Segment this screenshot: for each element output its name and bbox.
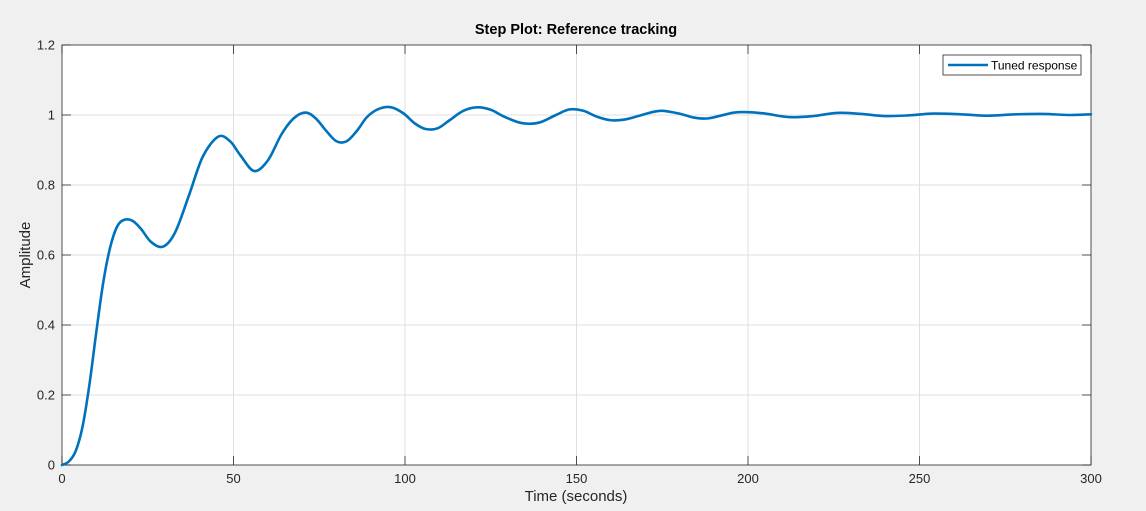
x-axis: 0 50 100 150 200 250 300 [58,45,1102,486]
y-tick-label: 1.2 [37,38,55,53]
legend-box [942,54,1082,76]
y-tick-label: 1 [48,108,55,123]
x-tick-label: 100 [394,471,416,486]
x-tick-label: 250 [909,471,931,486]
series-line-tuned-response [60,105,1093,467]
x-tick-label: 50 [226,471,240,486]
x-tick-label: 150 [566,471,588,486]
legend-entry-label: Tuned response [991,59,1078,73]
y-tick-label: 0.8 [37,178,55,193]
y-tick-label: 0.2 [37,388,55,403]
legend[interactable]: Tuned response [942,54,1082,76]
y-tick-label: 0.6 [37,248,55,263]
chart-title: Step Plot: Reference tracking [475,22,677,38]
x-axis-label: Time (seconds) [525,488,628,505]
y-tick-label: 0 [48,458,55,473]
x-tick-label: 0 [58,471,65,486]
x-tick-label: 200 [737,471,759,486]
y-tick-label: 0.4 [37,318,55,333]
x-tick-label: 300 [1080,471,1102,486]
y-axis-label: Amplitude [17,222,34,289]
